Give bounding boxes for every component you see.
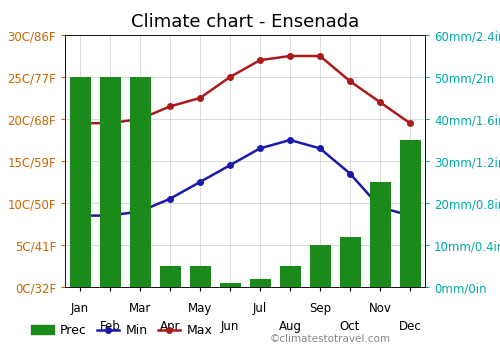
Bar: [130, 77, 150, 287]
Bar: [340, 237, 360, 287]
Text: Sep: Sep: [309, 302, 331, 315]
Bar: [250, 279, 270, 287]
Legend: Prec, Min, Max: Prec, Min, Max: [26, 319, 218, 342]
Text: Jan: Jan: [71, 302, 89, 315]
Text: Aug: Aug: [278, 320, 301, 333]
Bar: [280, 266, 300, 287]
Text: Oct: Oct: [340, 320, 360, 333]
Text: Feb: Feb: [100, 320, 120, 333]
Text: Jun: Jun: [221, 320, 239, 333]
Text: Dec: Dec: [398, 320, 421, 333]
Bar: [220, 283, 240, 287]
Text: Apr: Apr: [160, 320, 180, 333]
Text: Mar: Mar: [129, 302, 151, 315]
Bar: [100, 77, 120, 287]
Bar: [70, 77, 90, 287]
Text: Nov: Nov: [368, 302, 392, 315]
Title: Climate chart - Ensenada: Climate chart - Ensenada: [131, 13, 359, 31]
Text: May: May: [188, 302, 212, 315]
Bar: [190, 266, 210, 287]
Bar: [370, 182, 390, 287]
Bar: [310, 245, 330, 287]
Bar: [160, 266, 180, 287]
Bar: [400, 140, 420, 287]
Text: Jul: Jul: [253, 302, 267, 315]
Text: ©climatestotravel.com: ©climatestotravel.com: [270, 334, 391, 344]
